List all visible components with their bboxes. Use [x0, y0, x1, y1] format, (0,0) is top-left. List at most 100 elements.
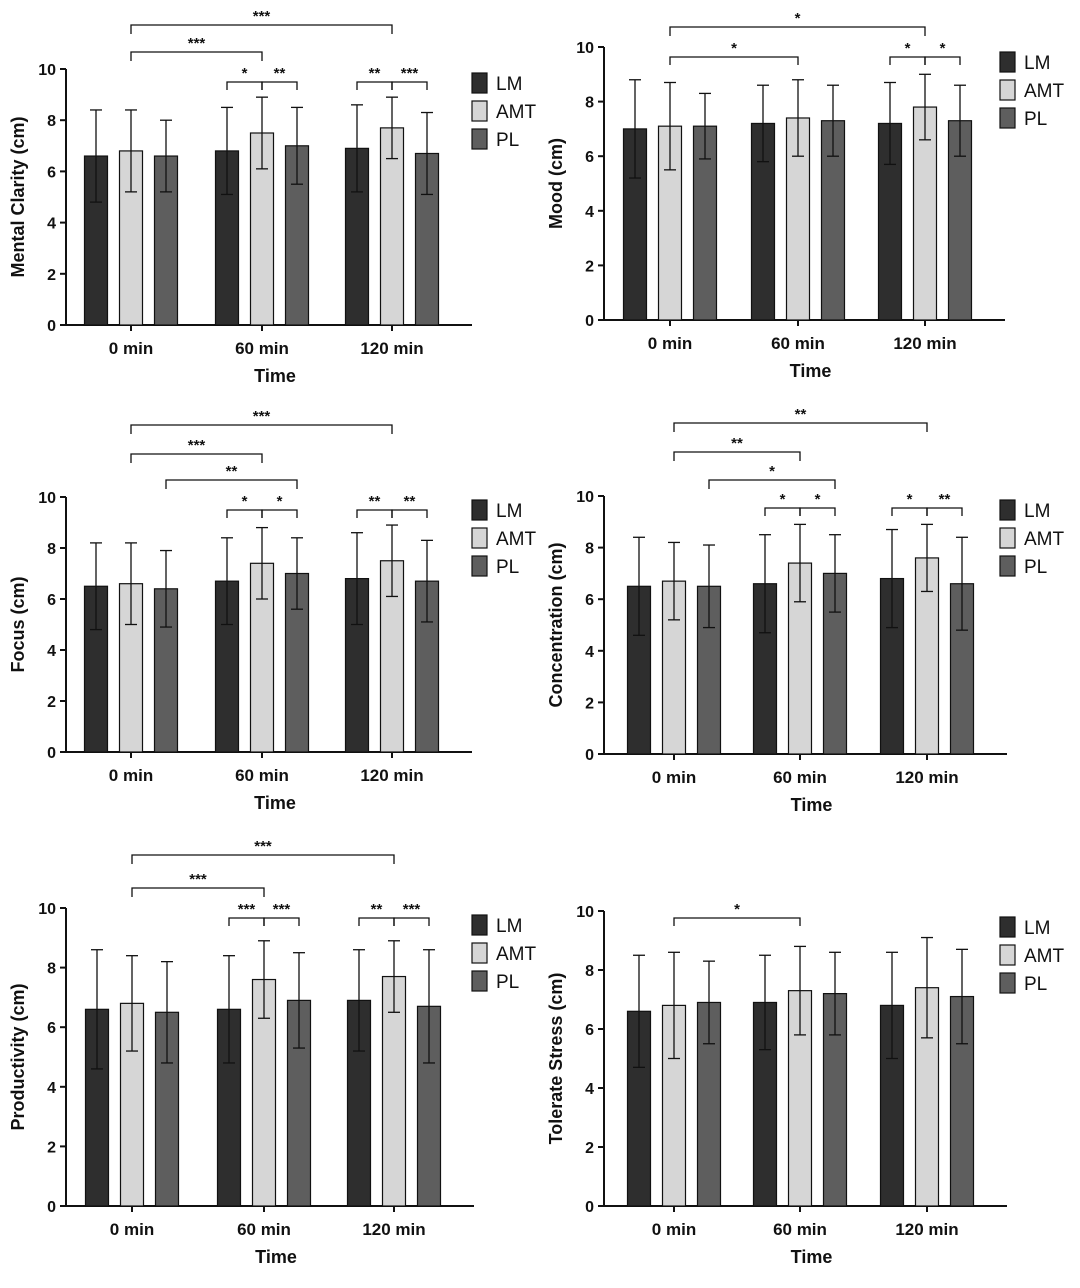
x-tick-label: 60 min — [235, 766, 289, 785]
x-axis-title: Time — [791, 1247, 833, 1267]
x-tick-label: 60 min — [771, 334, 825, 353]
y-tick-label: 4 — [585, 204, 594, 221]
significance-label: *** — [189, 871, 207, 888]
legend-label-lm: LM — [496, 74, 522, 95]
x-axis-title: Time — [255, 1247, 297, 1267]
significance-label: *** — [238, 901, 256, 918]
y-tick-label: 10 — [38, 901, 56, 918]
significance-bracket — [391, 509, 428, 518]
significance-bracket — [673, 451, 801, 461]
significance-bracket — [261, 509, 298, 518]
y-tick-label: 8 — [47, 113, 56, 130]
x-tick-label: 0 min — [109, 766, 153, 785]
y-tick-label: 0 — [47, 1199, 56, 1216]
legend-label-lm: LM — [496, 916, 522, 937]
significance-bracket — [764, 507, 801, 516]
x-tick-label: 120 min — [360, 339, 423, 358]
significance-label: * — [242, 65, 248, 82]
x-tick-label: 120 min — [360, 766, 423, 785]
significance-label: ** — [369, 65, 381, 82]
y-tick-label: 10 — [576, 489, 594, 506]
legend-label-pl: PL — [1024, 557, 1047, 578]
chart-panel-1: 0 2 4 6 8 10 0 min 60 min 120 min Time Mental Clar… — [8, 8, 537, 386]
significance-bracket — [926, 507, 963, 516]
significance-bracket — [130, 453, 263, 463]
significance-label: *** — [273, 901, 291, 918]
legend-label-pl: PL — [1024, 974, 1047, 995]
significance-label: * — [905, 40, 911, 57]
x-axis-title: Time — [254, 793, 296, 813]
legend-swatch-lm — [999, 916, 1016, 938]
legend-label-lm: LM — [496, 501, 522, 522]
significance-bracket — [261, 81, 298, 90]
x-tick-label: 0 min — [652, 768, 696, 787]
x-tick-label: 120 min — [895, 1220, 958, 1239]
y-tick-label: 8 — [585, 95, 594, 112]
y-tick-label: 10 — [576, 40, 594, 57]
y-tick-label: 10 — [576, 904, 594, 921]
significance-label: * — [780, 491, 786, 508]
y-axis-title: Mental Clarity (cm) — [8, 116, 28, 277]
significance-bracket — [393, 917, 430, 926]
significance-label: ** — [404, 493, 416, 510]
significance-bracket — [924, 56, 961, 65]
significance-label: ** — [371, 901, 383, 918]
y-tick-label: 0 — [585, 1199, 594, 1216]
x-tick-label: 60 min — [773, 1220, 827, 1239]
x-tick-label: 0 min — [109, 339, 153, 358]
significance-bracket — [131, 854, 395, 864]
legend-swatch-lm — [471, 72, 488, 94]
significance-label: * — [795, 10, 801, 27]
legend-label-amt: AMT — [1024, 529, 1065, 550]
y-tick-label: 0 — [585, 747, 594, 764]
x-tick-label: 120 min — [362, 1220, 425, 1239]
legend-label-amt: AMT — [496, 529, 537, 550]
significance-label: * — [734, 901, 740, 918]
y-tick-label: 8 — [585, 541, 594, 558]
legend-label-pl: PL — [496, 130, 519, 151]
significance-bracket — [130, 51, 263, 61]
y-tick-label: 8 — [585, 963, 594, 980]
legend-swatch-amt — [999, 527, 1016, 549]
legend-label-amt: AMT — [496, 944, 537, 965]
y-tick-label: 2 — [585, 695, 594, 712]
significance-label: ** — [369, 493, 381, 510]
chart-panel-3: 0 2 4 6 8 10 0 min 60 min 120 min Time Focus (cm) *… — [8, 408, 537, 813]
legend-label-lm: LM — [1024, 918, 1050, 939]
significance-label: *** — [403, 901, 421, 918]
y-tick-label: 6 — [47, 164, 56, 181]
significance-bracket — [130, 24, 393, 34]
y-tick-label: 4 — [47, 1080, 56, 1097]
significance-bracket — [669, 26, 926, 36]
legend-swatch-amt — [471, 100, 488, 122]
significance-label: * — [907, 491, 913, 508]
significance-label: ** — [274, 65, 286, 82]
chart-panel-6: 0 2 4 6 8 10 0 min 60 min 120 min Time Tolerate St… — [546, 901, 1065, 1267]
chart-panel-5: 0 2 4 6 8 10 0 min 60 min 120 min Time Productivit… — [8, 838, 537, 1267]
significance-bracket — [799, 507, 836, 516]
y-tick-label: 0 — [47, 318, 56, 335]
significance-bracket — [226, 509, 263, 518]
x-axis-title: Time — [791, 795, 833, 815]
significance-label: *** — [253, 408, 271, 425]
y-tick-label: 4 — [585, 1081, 594, 1098]
y-tick-label: 4 — [47, 216, 56, 233]
legend-label-amt: AMT — [1024, 81, 1065, 102]
significance-bracket — [356, 81, 393, 90]
y-axis-title: Concentration (cm) — [546, 542, 566, 707]
significance-label: ** — [226, 463, 238, 480]
significance-label: ** — [939, 491, 951, 508]
significance-label: *** — [188, 437, 206, 454]
significance-bracket — [165, 479, 298, 489]
significance-label: * — [815, 491, 821, 508]
significance-bracket — [131, 887, 265, 897]
y-tick-label: 6 — [47, 1020, 56, 1037]
significance-bracket — [356, 509, 393, 518]
significance-label: * — [731, 40, 737, 57]
significance-bracket — [226, 81, 263, 90]
x-axis-title: Time — [254, 366, 296, 386]
significance-bracket — [889, 56, 926, 65]
y-tick-label: 10 — [38, 62, 56, 79]
legend-label-lm: LM — [1024, 53, 1050, 74]
